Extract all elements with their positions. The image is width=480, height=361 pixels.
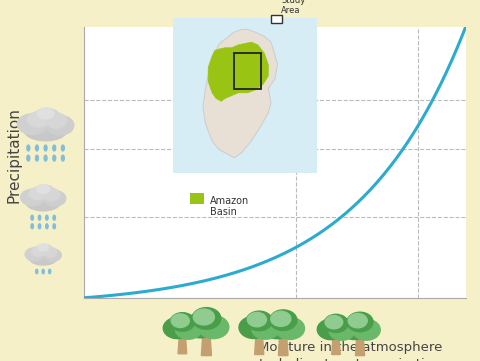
- Bar: [271, 15, 282, 23]
- Text: Moisture in the atmosphere
Including tree transpiration: Moisture in the atmosphere Including tre…: [258, 341, 443, 361]
- Polygon shape: [203, 29, 277, 158]
- Bar: [190, 193, 204, 204]
- Text: Study
Area: Study Area: [281, 0, 305, 15]
- Polygon shape: [208, 42, 268, 101]
- Bar: [234, 53, 261, 88]
- Text: Precipitation: Precipitation: [7, 107, 22, 203]
- Text: Amazon
Basin: Amazon Basin: [210, 196, 250, 217]
